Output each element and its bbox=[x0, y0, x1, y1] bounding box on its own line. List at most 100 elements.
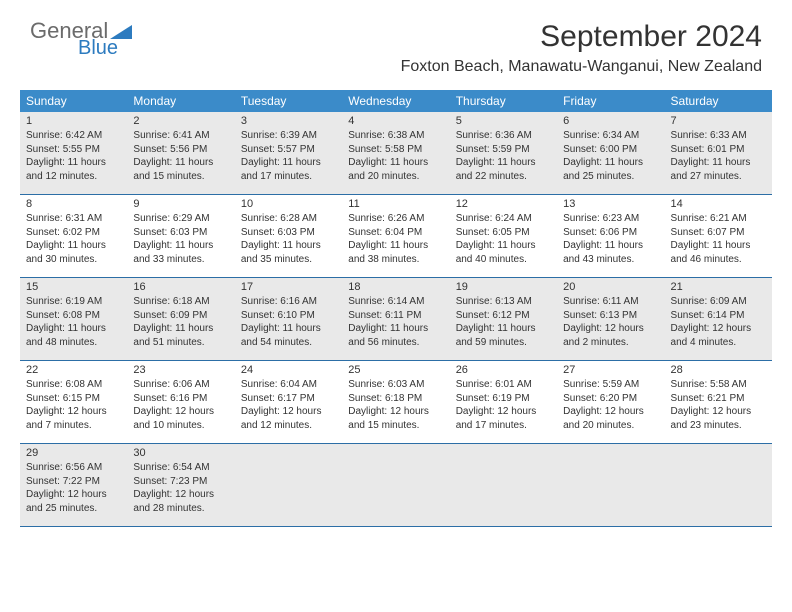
day-header-saturday: Saturday bbox=[665, 90, 772, 112]
day-number: 30 bbox=[133, 447, 228, 459]
sunset-line: Sunset: 6:03 PM bbox=[241, 226, 336, 240]
week-row: 22Sunrise: 6:08 AMSunset: 6:15 PMDayligh… bbox=[20, 361, 772, 444]
day-cell: 21Sunrise: 6:09 AMSunset: 6:14 PMDayligh… bbox=[665, 278, 772, 360]
sunrise-line: Sunrise: 6:41 AM bbox=[133, 129, 228, 143]
day-cell: 23 Sunrise: 6:06 AMSunset: 6:16 PMDayligh… bbox=[127, 361, 234, 443]
day-number: 17 bbox=[241, 281, 336, 293]
day-number: 14 bbox=[671, 198, 766, 210]
daylight-line: Daylight: 11 hours and 56 minutes. bbox=[348, 322, 443, 349]
day-info: Sunrise: 6:18 AMSunset: 6:09 PMDaylight:… bbox=[133, 295, 228, 349]
sunset-line: Sunset: 6:08 PM bbox=[26, 309, 121, 323]
daylight-line: Daylight: 11 hours and 40 minutes. bbox=[456, 239, 551, 266]
week-row: 8Sunrise: 6:31 AMSunset: 6:02 PMDaylight… bbox=[20, 195, 772, 278]
sunrise-line: Sunrise: 6:34 AM bbox=[563, 129, 658, 143]
day-cell: 20Sunrise: 6:11 AMSunset: 6:13 PMDayligh… bbox=[557, 278, 664, 360]
day-number: 22 bbox=[26, 364, 121, 376]
day-info: Sunrise: 6:39 AMSunset: 5:57 PMDaylight:… bbox=[241, 129, 336, 183]
daylight-line: Daylight: 11 hours and 22 minutes. bbox=[456, 156, 551, 183]
day-number: 19 bbox=[456, 281, 551, 293]
sunrise-line: Sunrise: 6:09 AM bbox=[671, 295, 766, 309]
day-number: 8 bbox=[26, 198, 121, 210]
day-info: Sunrise: 6:23 AMSunset: 6:06 PMDaylight:… bbox=[563, 212, 658, 266]
day-info: Sunrise: 6:03 AMSunset: 6:18 PMDaylight:… bbox=[348, 378, 443, 432]
day-cell: 6Sunrise: 6:34 AMSunset: 6:00 PMDaylight… bbox=[557, 112, 664, 194]
sunset-line: Sunset: 6:09 PM bbox=[133, 309, 228, 323]
day-header-row: Sunday Monday Tuesday Wednesday Thursday… bbox=[20, 90, 772, 112]
weeks-container: 1Sunrise: 6:42 AMSunset: 5:55 PMDaylight… bbox=[20, 112, 772, 527]
sunset-line: Sunset: 6:18 PM bbox=[348, 392, 443, 406]
sunset-line: Sunset: 6:15 PM bbox=[26, 392, 121, 406]
day-number: 1 bbox=[26, 115, 121, 127]
month-title: September 2024 bbox=[401, 20, 762, 54]
day-cell bbox=[557, 444, 664, 526]
daylight-line: Daylight: 12 hours and 25 minutes. bbox=[26, 488, 121, 515]
day-cell: 4Sunrise: 6:38 AMSunset: 5:58 PMDaylight… bbox=[342, 112, 449, 194]
sunset-line: Sunset: 6:01 PM bbox=[671, 143, 766, 157]
day-cell: 17Sunrise: 6:16 AMSunset: 6:10 PMDayligh… bbox=[235, 278, 342, 360]
day-cell: 11Sunrise: 6:26 AMSunset: 6:04 PMDayligh… bbox=[342, 195, 449, 277]
sunrise-line: Sunrise: 6:23 AM bbox=[563, 212, 658, 226]
daylight-line: Daylight: 11 hours and 46 minutes. bbox=[671, 239, 766, 266]
day-info: Sunrise: 6:21 AMSunset: 6:07 PMDaylight:… bbox=[671, 212, 766, 266]
sunrise-line: Sunrise: 6:03 AM bbox=[348, 378, 443, 392]
day-info: Sunrise: 5:59 AMSunset: 6:20 PMDaylight:… bbox=[563, 378, 658, 432]
sunrise-line: Sunrise: 6:33 AM bbox=[671, 129, 766, 143]
day-number: 4 bbox=[348, 115, 443, 127]
day-number: 2 bbox=[133, 115, 228, 127]
day-info: Sunrise: 6:54 AMSunset: 7:23 PMDaylight:… bbox=[133, 461, 228, 515]
sunset-line: Sunset: 6:03 PM bbox=[133, 226, 228, 240]
sunrise-line: Sunrise: 6:19 AM bbox=[26, 295, 121, 309]
week-row: 1Sunrise: 6:42 AMSunset: 5:55 PMDaylight… bbox=[20, 112, 772, 195]
day-number: 12 bbox=[456, 198, 551, 210]
day-cell bbox=[450, 444, 557, 526]
sunset-line: Sunset: 6:21 PM bbox=[671, 392, 766, 406]
day-info: Sunrise: 6:41 AMSunset: 5:56 PMDaylight:… bbox=[133, 129, 228, 183]
daylight-line: Daylight: 12 hours and 17 minutes. bbox=[456, 405, 551, 432]
sunset-line: Sunset: 7:22 PM bbox=[26, 475, 121, 489]
sunrise-line: Sunrise: 6:38 AM bbox=[348, 129, 443, 143]
day-number: 20 bbox=[563, 281, 658, 293]
day-info: Sunrise: 6:06 AMSunset: 6:16 PMDaylight:… bbox=[133, 378, 228, 432]
day-cell: 5Sunrise: 6:36 AMSunset: 5:59 PMDaylight… bbox=[450, 112, 557, 194]
day-number: 27 bbox=[563, 364, 658, 376]
day-info: Sunrise: 6:13 AMSunset: 6:12 PMDaylight:… bbox=[456, 295, 551, 349]
sunrise-line: Sunrise: 6:31 AM bbox=[26, 212, 121, 226]
daylight-line: Daylight: 11 hours and 30 minutes. bbox=[26, 239, 121, 266]
day-number: 18 bbox=[348, 281, 443, 293]
day-cell: 29Sunrise: 6:56 AMSunset: 7:22 PMDayligh… bbox=[20, 444, 127, 526]
day-number: 7 bbox=[671, 115, 766, 127]
day-cell bbox=[235, 444, 342, 526]
daylight-line: Daylight: 11 hours and 25 minutes. bbox=[563, 156, 658, 183]
daylight-line: Daylight: 12 hours and 15 minutes. bbox=[348, 405, 443, 432]
day-cell: 12Sunrise: 6:24 AMSunset: 6:05 PMDayligh… bbox=[450, 195, 557, 277]
header: General Blue September 2024 Foxton Beach… bbox=[0, 0, 792, 84]
day-number: 9 bbox=[133, 198, 228, 210]
sunrise-line: Sunrise: 6:36 AM bbox=[456, 129, 551, 143]
daylight-line: Daylight: 11 hours and 12 minutes. bbox=[26, 156, 121, 183]
sunset-line: Sunset: 5:58 PM bbox=[348, 143, 443, 157]
sunrise-line: Sunrise: 6:13 AM bbox=[456, 295, 551, 309]
day-cell: 1Sunrise: 6:42 AMSunset: 5:55 PMDaylight… bbox=[20, 112, 127, 194]
day-info: Sunrise: 6:28 AMSunset: 6:03 PMDaylight:… bbox=[241, 212, 336, 266]
day-cell: 14 Sunrise: 6:21 AMSunset: 6:07 PMDayligh… bbox=[665, 195, 772, 277]
day-number: 24 bbox=[241, 364, 336, 376]
daylight-line: Daylight: 12 hours and 10 minutes. bbox=[133, 405, 228, 432]
day-info: Sunrise: 6:09 AMSunset: 6:14 PMDaylight:… bbox=[671, 295, 766, 349]
sunset-line: Sunset: 5:55 PM bbox=[26, 143, 121, 157]
sunrise-line: Sunrise: 6:04 AM bbox=[241, 378, 336, 392]
day-number: 23 bbox=[133, 364, 228, 376]
sunrise-line: Sunrise: 6:14 AM bbox=[348, 295, 443, 309]
daylight-line: Daylight: 12 hours and 2 minutes. bbox=[563, 322, 658, 349]
day-number: 26 bbox=[456, 364, 551, 376]
daylight-line: Daylight: 11 hours and 17 minutes. bbox=[241, 156, 336, 183]
day-cell: 18Sunrise: 6:14 AMSunset: 6:11 PMDayligh… bbox=[342, 278, 449, 360]
sunset-line: Sunset: 6:04 PM bbox=[348, 226, 443, 240]
daylight-line: Daylight: 12 hours and 20 minutes. bbox=[563, 405, 658, 432]
sunrise-line: Sunrise: 5:59 AM bbox=[563, 378, 658, 392]
day-cell: 25 Sunrise: 6:03 AMSunset: 6:18 PMDayligh… bbox=[342, 361, 449, 443]
day-cell: 13Sunrise: 6:23 AMSunset: 6:06 PMDayligh… bbox=[557, 195, 664, 277]
day-info: Sunrise: 6:04 AMSunset: 6:17 PMDaylight:… bbox=[241, 378, 336, 432]
day-number: 25 bbox=[348, 364, 443, 376]
sunrise-line: Sunrise: 6:21 AM bbox=[671, 212, 766, 226]
daylight-line: Daylight: 11 hours and 35 minutes. bbox=[241, 239, 336, 266]
